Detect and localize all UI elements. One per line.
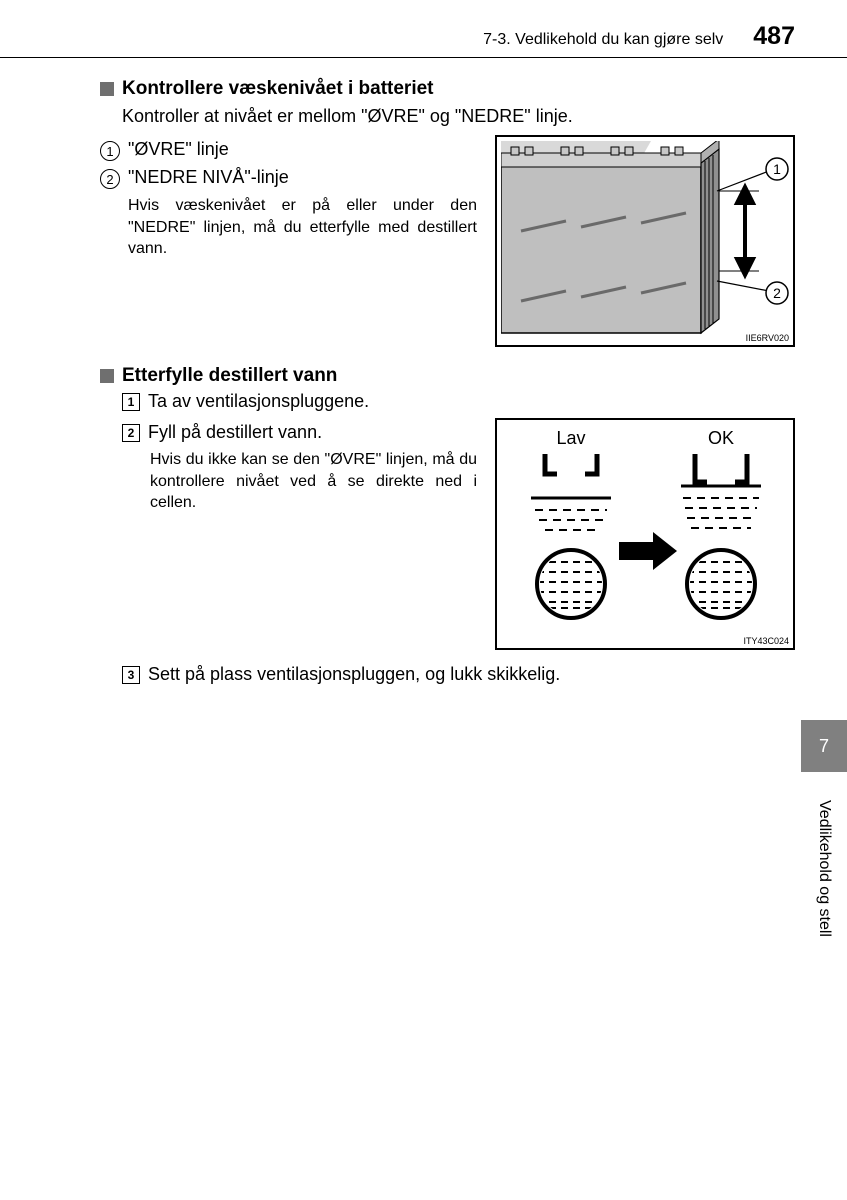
chapter-tab: 7 <box>801 720 847 772</box>
svg-text:Lav: Lav <box>556 428 585 448</box>
svg-text:1: 1 <box>773 161 781 177</box>
callout-label: "NEDRE NIVÅ"-linje <box>128 167 289 188</box>
figure-code: ITY43C024 <box>743 636 789 646</box>
heading-check-level: Kontrollere væskenivået i batteriet <box>100 78 795 100</box>
refill-diagram-svg: Lav OK <box>501 424 791 644</box>
subnote-text: Hvis væskenivået er på eller under den "… <box>128 195 477 260</box>
figure-battery-level: 1 2 IIE6RV020 <box>495 135 795 347</box>
callout-label: "ØVRE" linje <box>128 139 229 160</box>
battery-diagram-svg: 1 2 <box>501 141 791 341</box>
square-bullet-icon <box>100 369 114 383</box>
page-content: Kontrollere væskenivået i batteriet Kont… <box>0 58 847 685</box>
step-2: 2 Fyll på destillert vann. <box>122 422 477 443</box>
boxed-number-icon: 1 <box>122 393 140 411</box>
step-text: Fyll på destillert vann. <box>148 422 322 443</box>
heading-text: Etterfylle destillert vann <box>122 365 337 387</box>
callout-item-2: 2 "NEDRE NIVÅ"-linje <box>100 167 477 189</box>
heading-refill: Etterfylle destillert vann <box>100 365 795 387</box>
page-number: 487 <box>753 22 795 51</box>
step-1: 1 Ta av ventilasjonspluggene. <box>122 391 795 412</box>
chapter-title-vertical: Vedlikehold og stell <box>815 800 833 937</box>
boxed-number-icon: 3 <box>122 666 140 684</box>
subnote-text: Hvis du ikke kan se den "ØVRE" linjen, m… <box>150 449 477 514</box>
boxed-number-icon: 2 <box>122 424 140 442</box>
svg-text:2: 2 <box>773 285 781 301</box>
page-header: 7-3. Vedlikehold du kan gjøre selv 487 <box>0 0 847 57</box>
square-bullet-icon <box>100 82 114 96</box>
figure-code: IIE6RV020 <box>746 333 789 343</box>
callout-item-1: 1 "ØVRE" linje <box>100 139 477 161</box>
step-text: Ta av ventilasjonspluggene. <box>148 391 369 412</box>
step-3: 3 Sett på plass ventilasjonspluggen, og … <box>122 664 795 685</box>
intro-text: Kontroller at nivået er mellom "ØVRE" og… <box>122 106 795 127</box>
circled-number-icon: 1 <box>100 141 120 161</box>
section-label: 7-3. Vedlikehold du kan gjøre selv <box>483 31 723 49</box>
step-text: Sett på plass ventilasjonspluggen, og lu… <box>148 664 560 685</box>
heading-text: Kontrollere væskenivået i batteriet <box>122 78 434 100</box>
circled-number-icon: 2 <box>100 169 120 189</box>
svg-text:OK: OK <box>708 428 734 448</box>
figure-refill-level: Lav OK <box>495 418 795 650</box>
